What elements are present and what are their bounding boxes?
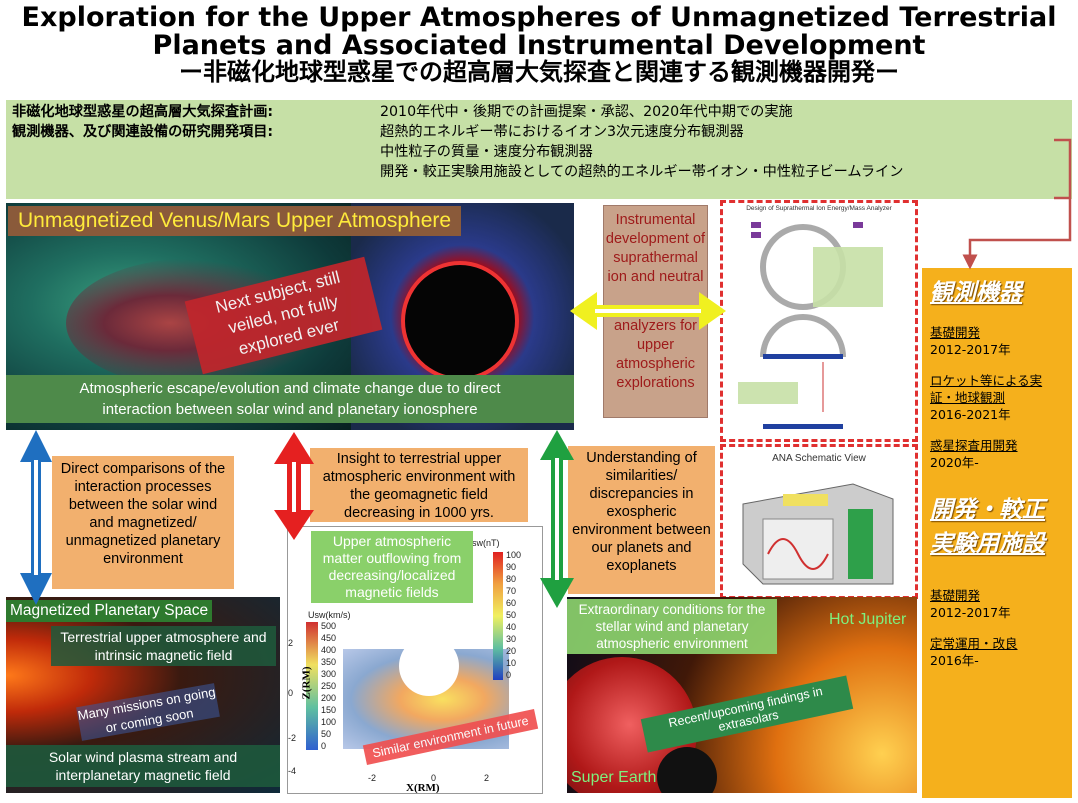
ana-schematic-box: ANA Schematic View <box>720 444 918 599</box>
earth-simulation-plot: Usw(km/s) Bsw(nT) 500 450 400 350 300 250 200 1… <box>287 526 543 794</box>
colorbar-tick: 400 <box>321 645 337 655</box>
instrument-box: Instrumental development of suprathermal… <box>603 205 708 418</box>
sidebar-item-label: 基礎開発 <box>930 325 981 340</box>
sidebar-heading-instruments: 観測機器 <box>930 280 1022 306</box>
colorbar-tick: 60 <box>506 598 517 608</box>
colorbar-tick: 300 <box>321 669 337 679</box>
colorbar-tick: 90 <box>506 562 517 572</box>
magnetized-space-panel: Magnetized Planetary Space Terrestrial u… <box>6 597 280 793</box>
magnetized-heading: Magnetized Planetary Space <box>6 600 213 622</box>
sidebar-item-label: 定常運用・改良 <box>930 636 1018 651</box>
analyzer-design-diagram <box>738 222 883 429</box>
colorbar-tick: 500 <box>321 621 337 631</box>
venus-caption-line2: interaction between solar wind and plane… <box>102 401 478 418</box>
b-colorbar-label: Bsw(nT) <box>466 538 500 548</box>
plan-row-4: 開発・較正実験用施設としての超熱的エネルギー帯イオン・中性粒子ビームライン <box>12 162 1066 182</box>
plan-row-2: 観測機器、及び関連設備の研究開発項目: 超熱的エネルギー帯におけるイオン3次元速… <box>12 122 1066 142</box>
magnetized-text-1: Terrestrial upper atmosphere and intrins… <box>51 626 276 666</box>
super-earth-planet <box>657 747 717 793</box>
analyzer-design-box: Design of Suprathermal Ion Energy/Mass A… <box>720 200 918 442</box>
plan-label-1: 非磁化地球型惑星の超高層大気探査計画: <box>12 104 274 120</box>
outflow-tag: Upper atmospheric matter outflowing from… <box>311 531 473 603</box>
super-earth-label: Super Earth <box>571 769 657 786</box>
red-double-arrow <box>274 432 314 540</box>
colorbar-tick: 40 <box>506 622 517 632</box>
understanding-box: Understanding of similarities/ discrepan… <box>568 446 715 594</box>
y-tick: -4 <box>288 766 297 776</box>
ana-schematic-diagram <box>742 483 894 585</box>
plan-item-3: 開発・較正実験用施設としての超熱的エネルギー帯イオン・中性粒子ビームライン <box>380 164 904 180</box>
sidebar-item-years: 2016-2021年 <box>930 407 1011 422</box>
plan-row-3: 中性粒子の質量・速度分布観測器 <box>12 142 1066 162</box>
colorbar-tick: 150 <box>321 705 337 715</box>
sidebar-item-years: 2012-2017年 <box>930 605 1011 620</box>
x-tick: 0 <box>431 773 437 783</box>
plan-row-1: 非磁化地球型惑星の超高層大気探査計画: 2010年代中・後期での計画提案・承認、… <box>12 102 1066 122</box>
colorbar-tick: 50 <box>321 729 332 739</box>
venus-mars-panel: Unmagnetized Venus/Mars Upper Atmosphere… <box>6 203 574 430</box>
y-tick: 2 <box>288 638 294 648</box>
venus-caption-line1: Atmospheric escape/evolution and climate… <box>79 380 501 397</box>
x-axis-label: X(RM) <box>406 782 440 794</box>
colorbar-tick: 0 <box>506 670 512 680</box>
ana-schematic-caption: ANA Schematic View <box>772 453 866 464</box>
title-en-line1: Exploration for the Upper Atmospheres of… <box>21 2 1057 33</box>
colorbar-tick: 80 <box>506 574 517 584</box>
sidebar-item-label: 惑星探査用開発 <box>930 438 1018 453</box>
sidebar-item-years: 2012-2017年 <box>930 342 1011 357</box>
mars-planet <box>401 261 519 381</box>
plan-item-1: 超熱的エネルギー帯におけるイオン3次元速度分布観測器 <box>380 124 744 140</box>
u-colorbar <box>306 622 318 750</box>
colorbar-tick: 30 <box>506 634 517 644</box>
insight-box: Insight to terrestrial upper atmospheric… <box>310 448 528 522</box>
colorbar-tick: 20 <box>506 646 517 656</box>
exoplanet-panel: Extraordinary conditions for the stellar… <box>567 597 917 793</box>
sidebar-item-label: 基礎開発 <box>930 588 981 603</box>
u-colorbar-ticks: 500 450 400 350 300 250 200 150 100 50 0 <box>321 620 336 752</box>
colorbar-tick: 200 <box>321 693 337 703</box>
sidebar-item-years: 2020年- <box>930 455 979 470</box>
colorbar-tick: 450 <box>321 633 337 643</box>
x-tick: 2 <box>484 773 490 783</box>
hot-jupiter-label: Hot Jupiter <box>829 611 907 628</box>
y-axis-label: Z(RM) <box>300 666 313 700</box>
plan-value-1: 2010年代中・後期での計画提案・承認、2020年代中期での実施 <box>380 104 793 120</box>
title-jp: ー非磁化地球型惑星での超高層大気探査と関連する観測機器開発ー <box>179 58 899 87</box>
b-colorbar-ticks: 100 90 80 70 60 50 40 30 20 10 0 <box>506 549 521 681</box>
venus-caption: Atmospheric escape/evolution and climate… <box>6 375 574 423</box>
instrument-text-1: Instrumental development of suprathermal… <box>605 212 706 285</box>
b-colorbar <box>493 552 503 680</box>
title-en-line2: Planets and Associated Instrumental Deve… <box>152 29 926 61</box>
schedule-sidebar: 観測機器 基礎開発 2012-2017年 ロケット等による実証・地球観測 201… <box>922 268 1072 798</box>
colorbar-tick: 10 <box>506 658 517 668</box>
plan-item-2: 中性粒子の質量・速度分布観測器 <box>380 144 593 160</box>
plan-box: 非磁化地球型惑星の超高層大気探査計画: 2010年代中・後期での計画提案・承認、… <box>6 100 1072 199</box>
venus-heading: Unmagnetized Venus/Mars Upper Atmosphere <box>8 206 462 236</box>
extraordinary-tag: Extraordinary conditions for the stellar… <box>567 599 777 654</box>
blue-double-arrow <box>20 430 52 605</box>
u-colorbar-label: Usw(km/s) <box>308 610 351 620</box>
page-title: Exploration for the Upper Atmospheres of… <box>0 4 1078 85</box>
instrument-text-2: analyzers for upper atmospheric explorat… <box>613 318 697 391</box>
plan-label-2: 観測機器、及び関連設備の研究開発項目: <box>12 124 274 140</box>
y-tick: -2 <box>288 733 297 743</box>
colorbar-tick: 50 <box>506 610 517 620</box>
colorbar-tick: 250 <box>321 681 337 691</box>
y-tick: 0 <box>288 688 294 698</box>
sidebar-item-years: 2016年- <box>930 653 979 668</box>
colorbar-tick: 70 <box>506 586 517 596</box>
direct-comparisons-box: Direct comparisons of the interaction pr… <box>52 456 234 589</box>
magnetized-text-3: Solar wind plasma stream and interplanet… <box>6 745 280 787</box>
sidebar-item-label: ロケット等による実証・地球観測 <box>930 373 1043 405</box>
colorbar-tick: 100 <box>506 550 522 560</box>
analyzer-design-caption: Design of Suprathermal Ion Energy/Mass A… <box>746 205 892 212</box>
sidebar-heading-facility: 開発・較正実験用施設 <box>930 497 1045 557</box>
colorbar-tick: 350 <box>321 657 337 667</box>
magnetized-text-2: Many missions on going or coming soon <box>76 683 220 741</box>
earth-circle <box>399 636 459 696</box>
colorbar-tick: 0 <box>321 741 327 751</box>
x-tick: -2 <box>368 773 377 783</box>
colorbar-tick: 100 <box>321 717 337 727</box>
